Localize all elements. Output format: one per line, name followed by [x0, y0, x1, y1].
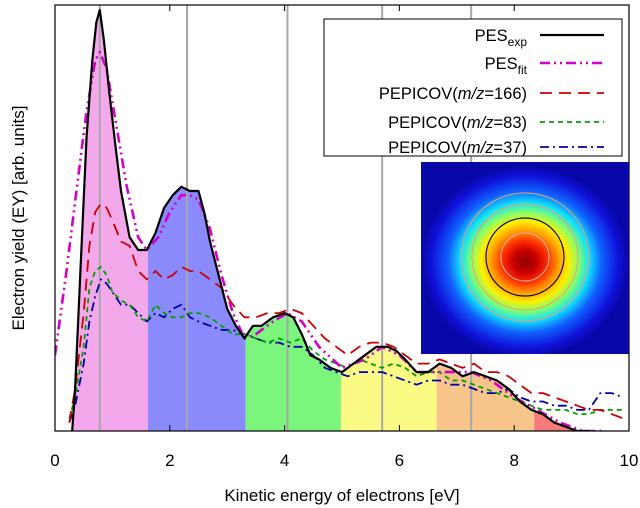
legend-label-base: PEPICOV(: [388, 114, 467, 132]
data-series: [55, 8, 624, 431]
detector-ring-outer: [460, 192, 590, 322]
legend-label-after: =83): [494, 114, 527, 132]
x-tick-label-4: 4: [280, 451, 289, 470]
band-4: [340, 346, 437, 431]
band-5: [436, 363, 535, 431]
legend-label-base: PEPICOV(: [388, 139, 467, 157]
band-6: [534, 411, 595, 431]
x-tick-label-2: 2: [165, 451, 174, 470]
legend-label-italic: m/z: [467, 114, 494, 132]
legend-label-italic: m/z: [458, 85, 485, 103]
x-tick-label-6: 6: [395, 451, 404, 470]
band-1: [72, 10, 148, 431]
legend: PESexpPESfitPEPICOV(m/z=166)PEPICOV(m/z=…: [323, 18, 623, 157]
x-tick-label-10: 10: [620, 451, 639, 470]
detector-image-inset: [421, 162, 629, 354]
x-tick-label-0: 0: [50, 451, 59, 470]
detector-ring-middle: [471, 203, 579, 311]
legend-label-pes_exp: PESexp: [475, 27, 528, 49]
legend-label-pes_fit: PESfit: [485, 55, 528, 77]
band-2: [148, 186, 246, 431]
series-line-m37: [68, 278, 624, 423]
y-axis-title: Electron yield (EY) [arb. units]: [9, 106, 28, 331]
legend-label-italic: m/z: [467, 139, 494, 157]
legend-label-subscript: exp: [508, 35, 528, 49]
legend-box: [323, 18, 623, 157]
x-axis-title: Kinetic energy of electrons [eV]: [224, 486, 459, 505]
legend-label-after: =37): [494, 139, 527, 157]
series-line-m166: [68, 202, 624, 423]
detector-image-glow: [421, 162, 629, 354]
x-axis-ticks: 0 2 4 6 8 10: [50, 5, 638, 470]
detector-ring-black: [485, 217, 565, 297]
legend-label-m83: PEPICOV(m/z=83): [388, 114, 527, 132]
legend-label-m37: PEPICOV(m/z=37): [388, 139, 527, 157]
legend-label-after: =166): [484, 85, 527, 103]
legend-label-base: PES: [475, 27, 508, 45]
detector-ring-inner: [500, 232, 550, 282]
legend-label-base: PEPICOV(: [379, 85, 458, 103]
series-line-pes_exp: [71, 8, 589, 431]
x-tick-label-8: 8: [509, 451, 518, 470]
legend-label-m166: PEPICOV(m/z=166): [379, 85, 527, 103]
legend-label-base: PES: [485, 55, 518, 73]
legend-label-subscript: fit: [518, 63, 528, 77]
